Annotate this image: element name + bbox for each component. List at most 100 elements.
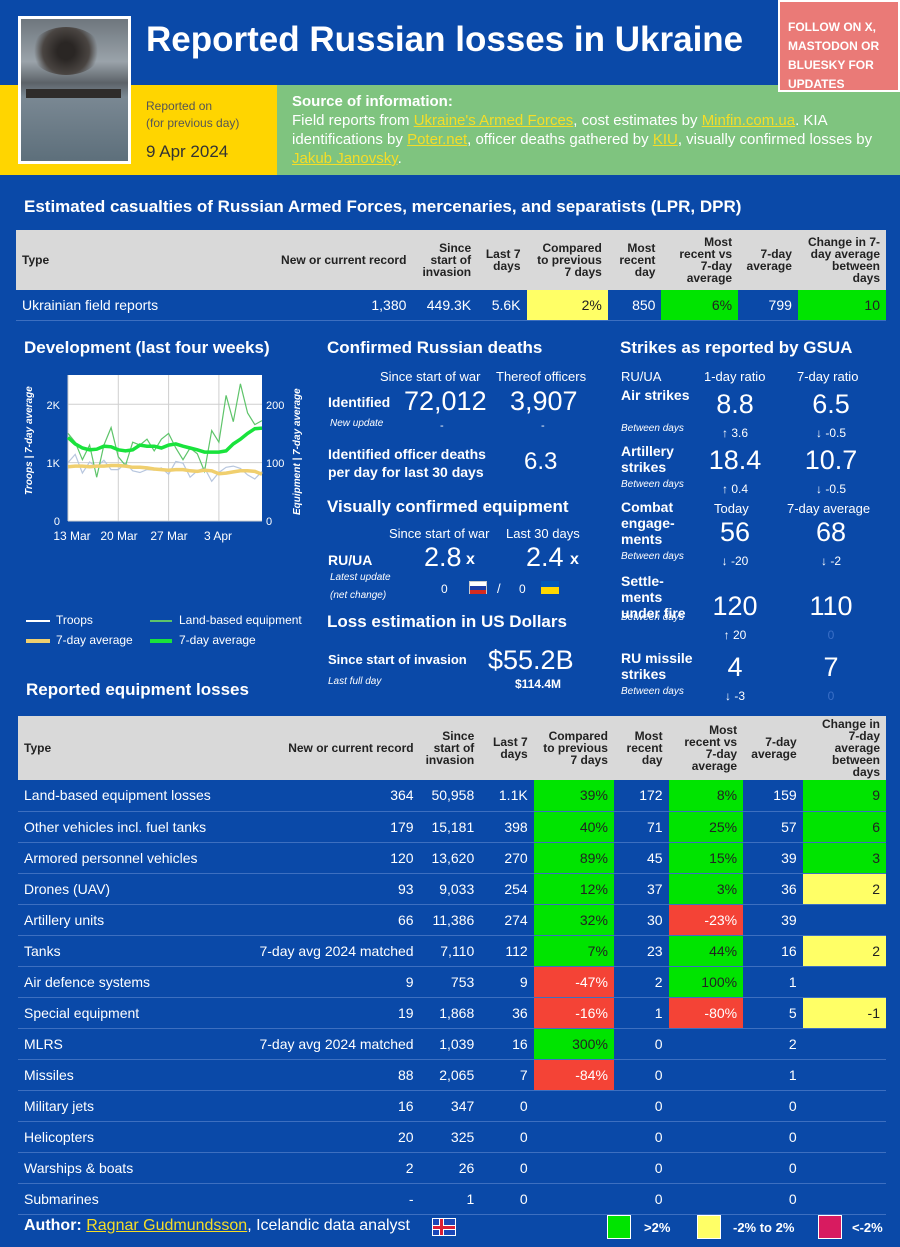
identified-value: 72,012 bbox=[404, 386, 487, 416]
strike-value-1: 4 bbox=[727, 652, 743, 682]
cell-since: 753 bbox=[419, 966, 481, 998]
cell-vsavg: 25% bbox=[668, 811, 744, 843]
col-recent[interactable]: Most recent day bbox=[613, 716, 669, 780]
cell-change: 2 bbox=[802, 935, 886, 967]
cell-record: 7-day avg 2024 matched bbox=[229, 1028, 420, 1060]
table-row: Warships & boats 2 26 0 0 0 bbox=[18, 1152, 886, 1184]
cell-change: -1 bbox=[802, 997, 886, 1029]
y-left-label: Troops | 7-day average bbox=[24, 386, 35, 495]
cell-compared: 39% bbox=[533, 780, 614, 812]
source-link-poter[interactable]: Poter.net bbox=[407, 131, 468, 148]
legend-troops: Troops bbox=[56, 613, 93, 627]
cell-avg7: 5 bbox=[743, 997, 803, 1029]
y-right-tick: 0 bbox=[266, 516, 272, 528]
source-link-minfin[interactable]: Minfin.com.ua bbox=[701, 112, 796, 129]
legend-green-label: >2% bbox=[644, 1220, 671, 1235]
cell-last7: 0 bbox=[480, 1090, 534, 1122]
cell-compared: 89% bbox=[533, 842, 614, 874]
cell-change bbox=[802, 1121, 886, 1153]
cell-type: Tanks bbox=[18, 935, 230, 967]
author-label: Author: bbox=[24, 1217, 82, 1234]
col-since[interactable]: Since start of invasion bbox=[419, 716, 481, 780]
footer-author: Author: Ragnar Gudmundsson, Icelandic da… bbox=[24, 1217, 410, 1235]
strike-label: Artillery strikes bbox=[621, 443, 674, 475]
strike-value-2: 110 bbox=[809, 591, 853, 621]
strike-value-2: 68 bbox=[815, 517, 847, 547]
cell-record: 120 bbox=[229, 842, 420, 874]
strike-label: Combat engage- ments bbox=[621, 499, 675, 547]
cell-compared bbox=[533, 1152, 614, 1184]
source-info: Source of information: Field reports fro… bbox=[292, 92, 882, 168]
cell-record: 20 bbox=[229, 1121, 420, 1153]
cell-record: 7-day avg 2024 matched bbox=[229, 935, 420, 967]
strike-value-1: 8.8 bbox=[716, 389, 754, 419]
series-line-troops-avg bbox=[67, 463, 263, 476]
casualties-table: Type New or current record Since start o… bbox=[16, 230, 886, 321]
cell-type: Special equipment bbox=[18, 997, 230, 1029]
cell-since: 26 bbox=[419, 1152, 481, 1184]
strikes-col0: RU/UA bbox=[621, 369, 662, 384]
col-since[interactable]: Since start of invasion bbox=[412, 230, 478, 290]
col-last7[interactable]: Last 7 days bbox=[480, 716, 534, 780]
identified-label: Identified bbox=[328, 394, 391, 410]
cell-last7: 36 bbox=[480, 997, 534, 1029]
cell-record: 179 bbox=[229, 811, 420, 843]
deaths-col1: Since start of war bbox=[380, 369, 481, 384]
ru-count: 0 bbox=[441, 582, 448, 596]
reported-on-note: (for previous day) bbox=[146, 116, 240, 130]
strike-label: Settle- ments under fire bbox=[621, 573, 686, 621]
table-row: Special equipment 19 1,868 36 -16% 1 -80% 5 -1 bbox=[18, 997, 886, 1029]
ratio-war-value: 2.8 bbox=[424, 542, 462, 572]
cell-vsavg: -23% bbox=[668, 904, 744, 936]
cell-last7: 0 bbox=[480, 1152, 534, 1184]
cell-vsavg bbox=[668, 1090, 744, 1122]
cell-since: 13,620 bbox=[419, 842, 481, 874]
cell-recent: 71 bbox=[613, 811, 669, 843]
legend-equip: Land-based equipment bbox=[179, 613, 302, 627]
identified-new: - bbox=[440, 420, 444, 432]
x-tick: 20 Mar bbox=[100, 529, 137, 543]
strikes-col1b: Today bbox=[714, 501, 749, 516]
source-link-janovsky[interactable]: Jakub Janovsky bbox=[292, 150, 398, 167]
col-type: Type bbox=[16, 230, 227, 290]
cell-avg7: 0 bbox=[743, 1090, 803, 1122]
cell-since: 9,033 bbox=[419, 873, 481, 905]
table-row: Air defence systems 9 753 9 -47% 2 100% 1 bbox=[18, 966, 886, 998]
col-vsavg: Most recent vs 7-day average bbox=[668, 716, 744, 780]
russia-flag-icon bbox=[469, 581, 487, 594]
source-link-armed-forces[interactable]: Ukraine's Armed Forces bbox=[413, 112, 574, 129]
smoke-shape bbox=[31, 27, 101, 75]
cell-compared: -47% bbox=[533, 966, 614, 998]
strike-value-2: 6.5 bbox=[812, 389, 850, 419]
cell-change bbox=[802, 1152, 886, 1184]
report-date: 9 Apr 2024 bbox=[146, 142, 229, 161]
col-record: New or current record bbox=[229, 716, 420, 780]
page-title: Reported Russian losses in Ukraine bbox=[146, 20, 744, 59]
strike-value-2: 10.7 bbox=[804, 445, 858, 475]
perday-label: Identified officer deaths per day for la… bbox=[328, 446, 486, 480]
development-heading: Development (last four weeks) bbox=[24, 338, 270, 357]
y-left-tick: 1K bbox=[47, 458, 61, 470]
cell-compared bbox=[533, 1121, 614, 1153]
follow-banner[interactable]: FOLLOW ON X, MASTODON OR BLUESKY FOR UPD… bbox=[778, 0, 900, 92]
visual-col1: Since start of war bbox=[389, 526, 490, 541]
legend-swatch-troops-avg bbox=[26, 639, 50, 643]
legend-swatch-equip bbox=[150, 620, 172, 622]
cell-vsavg bbox=[668, 1183, 744, 1215]
col-last7[interactable]: Last 7 days bbox=[477, 230, 527, 290]
cell-since: 7,110 bbox=[419, 935, 481, 967]
source-link-kiu[interactable]: KIU bbox=[652, 131, 678, 148]
cell-record: 364 bbox=[229, 780, 420, 812]
cell-compared: 300% bbox=[533, 1028, 614, 1060]
table-row: Drones (UAV) 93 9,033 254 12% 37 3% 36 2 bbox=[18, 873, 886, 905]
cell-vsavg bbox=[668, 1028, 744, 1060]
cell-change: 3 bbox=[802, 842, 886, 874]
table-row: Artillery units 66 11,386 274 32% 30 -23% 39 bbox=[18, 904, 886, 936]
legend-troops-avg: 7-day average bbox=[56, 633, 133, 647]
cell-compared: 12% bbox=[533, 873, 614, 905]
deaths-heading: Confirmed Russian deaths bbox=[327, 338, 543, 357]
cell-recent: 30 bbox=[613, 904, 669, 936]
source-text-6: . bbox=[397, 150, 402, 167]
author-link[interactable]: Ragnar Gudmundsson bbox=[86, 1217, 248, 1234]
strike-value-1: 56 bbox=[719, 517, 751, 547]
